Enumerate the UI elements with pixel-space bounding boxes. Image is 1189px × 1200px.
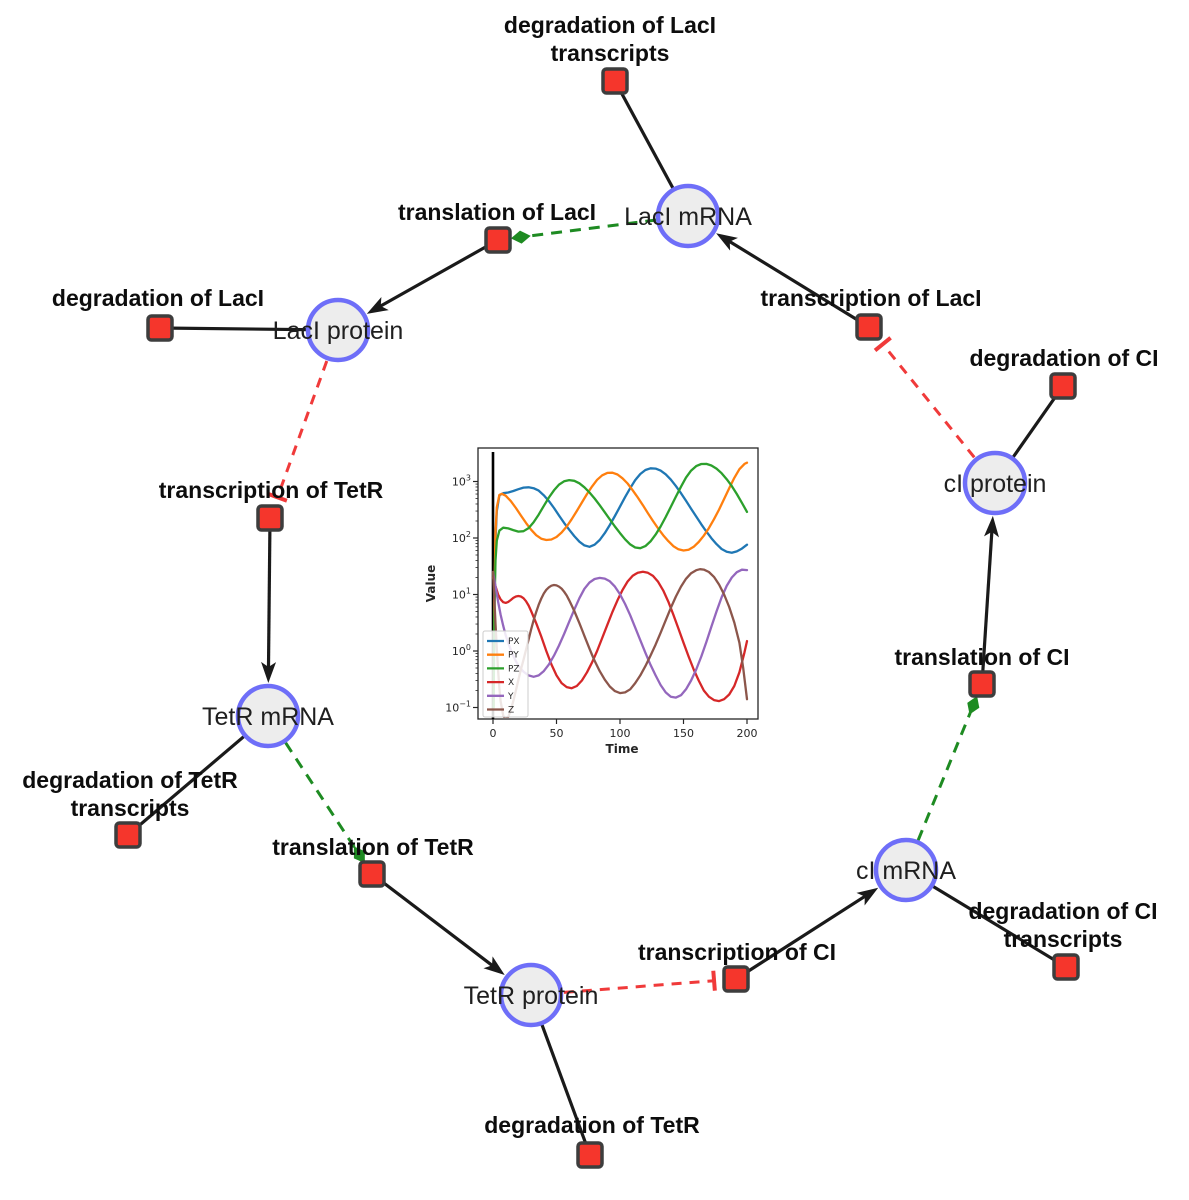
reaction-node-deg-tetR-tx [114,821,142,849]
y-tick-label: 101 [452,587,471,602]
species-node-tetR-mRNA [235,683,301,749]
reaction-node-deg-cI [1049,372,1077,400]
series-path-PZ [492,462,749,709]
species-node-cI-protein [962,450,1028,516]
reaction-label-deg-lacI-line0: degradation of LacI [52,285,264,311]
edge-transl-cI-cI-protein [980,515,999,685]
species-node-cI-mRNA [873,837,939,903]
x-tick-label: 50 [550,727,564,740]
reaction-label-deg-cI-line0: degradation of CI [969,345,1158,371]
edge-transl-lacI-lacI-protein [366,238,499,314]
edge-tetR-mRNA-transl-tetR [284,741,365,864]
reaction-node-transl-cI [968,670,996,698]
x-axis-label: Time [606,742,639,756]
edge-cI-mRNA-transl-cI [916,696,980,841]
species-label-lacI-protein: LacI protein [273,317,404,345]
y-tick-label: 103 [452,474,471,489]
reaction-label-transl-cI-line0: translation of CI [894,644,1069,670]
y-tick-label: 100 [452,643,471,658]
edge-transcr-cI-cI-mRNA [735,887,879,981]
reaction-label-transcr-tetR-line0: transcription of TetR [159,477,384,503]
legend-entry-label: Z [508,706,514,716]
reaction-node-deg-lacI [146,314,174,342]
reaction-node-transcr-tetR [256,504,284,532]
series-path-X [491,570,749,703]
series-path-PY [492,461,749,709]
reaction-label-deg-tetR-line0: degradation of TetR [484,1112,700,1138]
reaction-node-deg-cI-tx [1052,953,1080,981]
legend-entry-label: PZ [508,664,520,674]
reaction-label-deg-lacI-tx-line0: degradation of LacI [504,12,716,38]
legend-entry-label: Y [507,692,514,702]
reaction-node-transl-tetR [358,860,386,888]
x-tick-label: 150 [673,727,694,740]
species-label-cI-mRNA: cI mRNA [856,857,956,885]
inset-chart: 10−1 100 101 102 103 0 50 100 150 200 Time Value PX P… [424,447,759,756]
x-tick-label: 200 [737,727,758,740]
legend-entry-label: PX [508,637,520,647]
x-tick-label: 0 [490,727,497,740]
legend-box [482,630,529,718]
species-label-lacI-mRNA: LacI mRNA [624,203,752,231]
reaction-label-deg-lacI-tx-line1: transcripts [551,40,670,66]
edge-cI-protein-transcr-lacI [873,336,976,459]
labels-layer: LacI mRNA LacI protein TetR mRNA TetR prote… [22,12,1158,1138]
reaction-label-deg-tetR-tx-line0: degradation of TetR [22,767,238,793]
legend-entry-label: PY [508,651,519,661]
species-node-lacI-mRNA [655,183,721,249]
species-label-tetR-mRNA: TetR mRNA [202,703,334,731]
x-tick-label: 100 [610,727,631,740]
reaction-label-transl-lacI-line0: translation of LacI [398,199,596,225]
reaction-label-transcr-lacI-line0: transcription of LacI [760,285,981,311]
y-axis-label: Value [424,565,438,603]
edge-transcr-lacI-lacI-mRNA [716,233,870,329]
reaction-label-transl-tetR-line0: translation of TetR [272,834,474,860]
reaction-node-transcr-lacI [855,313,883,341]
species-node-tetR-protein [498,962,564,1028]
reaction-label-deg-cI-tx-line0: degradation of CI [968,898,1157,924]
edge-transl-tetR-tetR-protein [371,872,505,976]
species-label-tetR-protein: TetR protein [464,982,599,1010]
series-path-PX [492,467,749,709]
nodes-layer [114,67,1080,1169]
y-tick-label: 102 [452,530,471,545]
edge-transcr-tetR-tetR-mRNA [261,517,277,684]
reaction-node-transcr-cI [722,965,750,993]
species-label-cI-protein: cI protein [944,470,1047,498]
edge-tetR-protein-transcr-cI [563,970,717,994]
reaction-label-deg-cI-tx-line1: transcripts [1004,926,1123,952]
species-node-lacI-protein [305,297,371,363]
legend-entry-label: X [508,678,514,688]
reaction-node-deg-lacI-tx [601,67,629,95]
reaction-label-transcr-cI-line0: transcription of CI [638,939,836,965]
y-tick-label: 10−1 [445,700,471,715]
reaction-node-deg-tetR [576,1141,604,1169]
reaction-node-transl-lacI [484,226,512,254]
reaction-label-deg-tetR-tx-line1: transcripts [71,795,190,821]
edge-lacI-protein-transcr-tetR [267,360,329,503]
edge-lacI-mRNA-transl-lacI [510,218,657,244]
